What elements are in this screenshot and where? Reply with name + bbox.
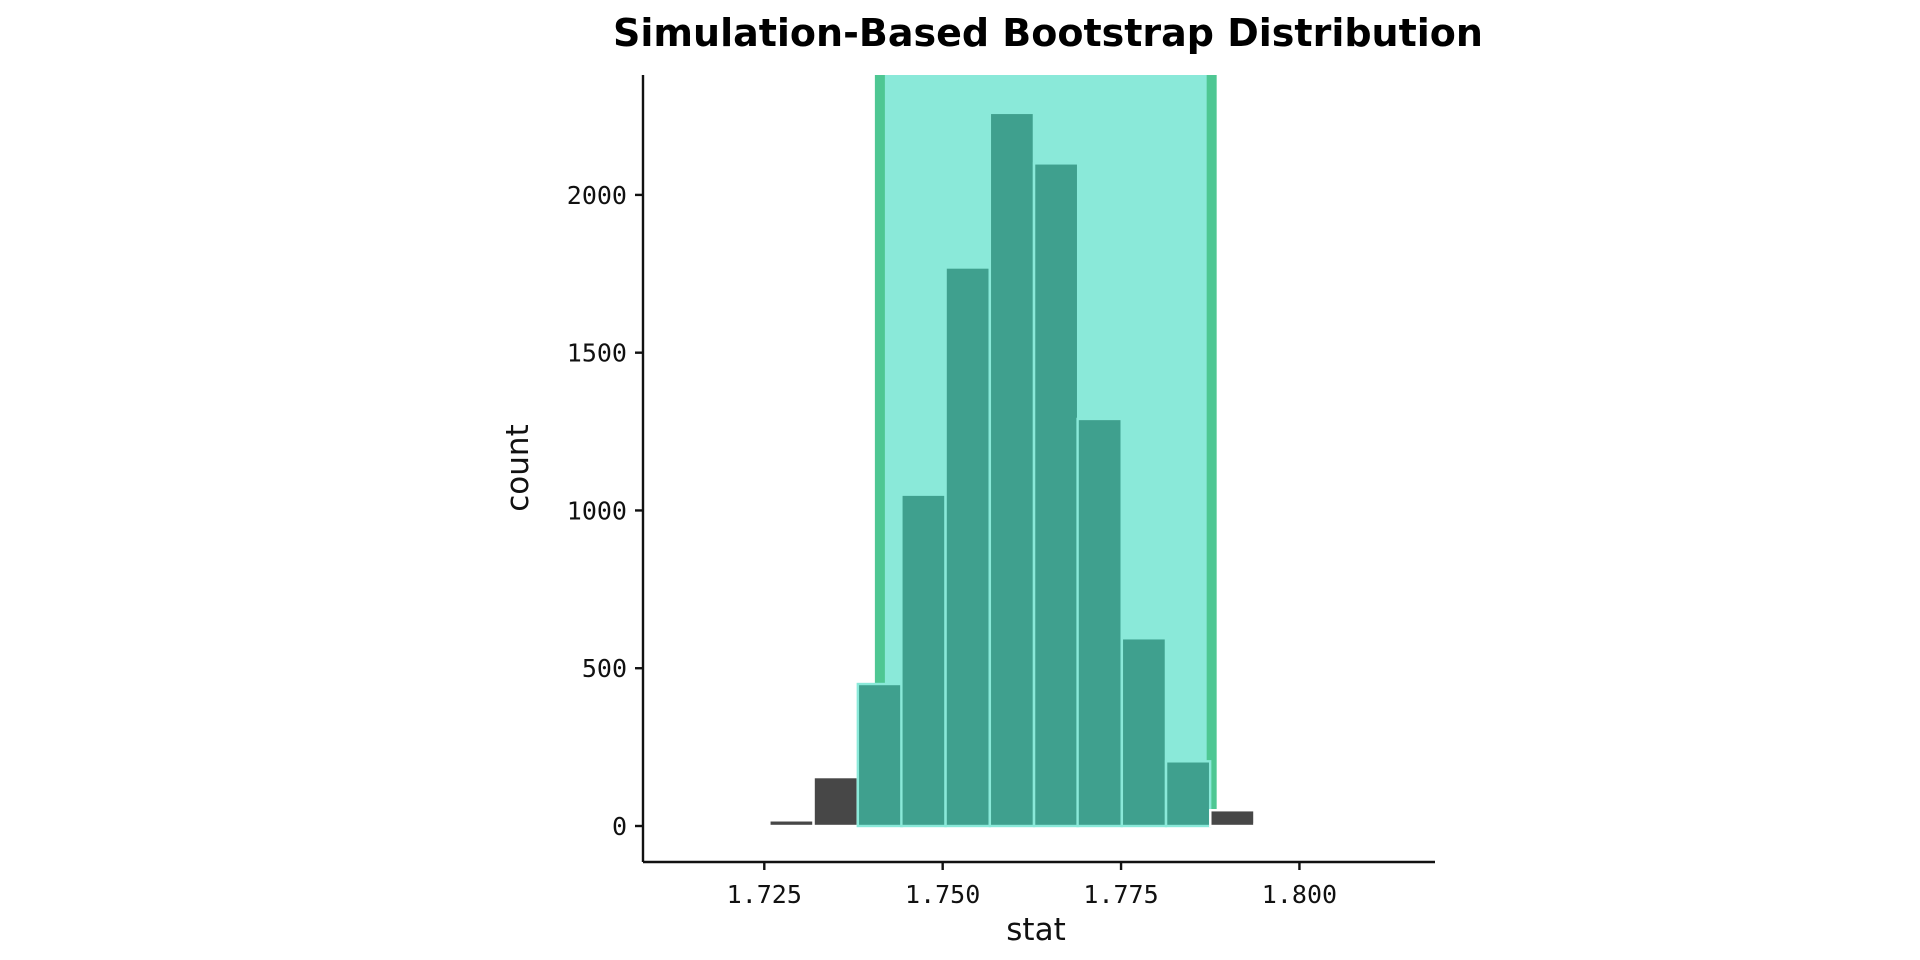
y-tick-label-1: 500 — [582, 654, 627, 683]
x-axis-title: stat — [1006, 912, 1065, 948]
histogram-bar-7 — [1076, 417, 1123, 828]
y-tick-label-2: 1000 — [567, 496, 627, 525]
x-tick-label-0: 1.725 — [727, 880, 802, 909]
histogram-bar-4 — [944, 266, 991, 828]
histogram-bar-2 — [856, 682, 904, 828]
axes: 0 500 1000 1500 2000 1.725 1.750 1.775 1.800 — [567, 75, 1435, 909]
histogram-bar-3 — [900, 493, 947, 828]
histogram-bar-1 — [812, 775, 859, 828]
histogram-bar-6 — [1032, 162, 1080, 828]
histogram-bar-0 — [768, 819, 815, 828]
chart-title: Simulation-Based Bootstrap Distribution — [613, 11, 1483, 55]
y-tick-label-3: 1500 — [567, 339, 627, 368]
histogram-bars — [768, 111, 1300, 828]
histogram-bar-11 — [1253, 822, 1300, 828]
histogram-bar-9 — [1164, 760, 1212, 828]
y-axis-title: count — [500, 424, 536, 511]
histogram-bar-5 — [988, 111, 1036, 828]
y-tick-label-0: 0 — [612, 812, 627, 841]
x-tick-label-1: 1.750 — [905, 880, 980, 909]
histogram-bar-10 — [1209, 809, 1256, 828]
x-tick-label-2: 1.775 — [1083, 880, 1158, 909]
histogram-bar-8 — [1120, 637, 1168, 828]
x-tick-label-3: 1.800 — [1262, 880, 1337, 909]
y-tick-label-4: 2000 — [567, 181, 627, 210]
